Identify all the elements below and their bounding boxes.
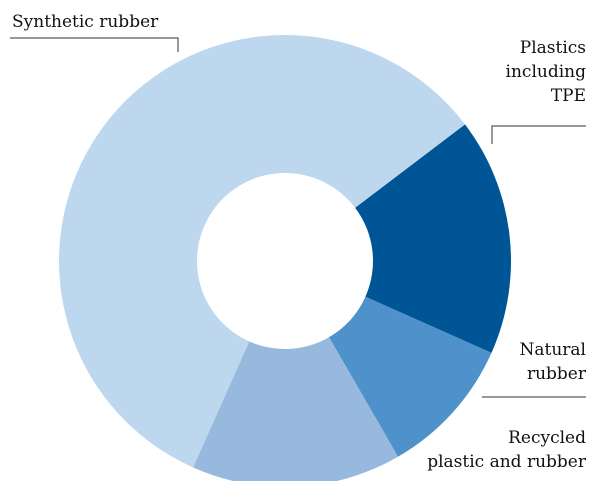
label-line: including <box>505 62 586 82</box>
label-leader-lines <box>10 37 586 398</box>
slice-plastics-including-tpe <box>355 124 511 353</box>
label-line: Recycled <box>508 428 586 448</box>
slice-synthetic-rubber <box>58 34 466 468</box>
label-plastics-including-tpe: Plastics including TPE <box>506 36 586 108</box>
donut-slices <box>58 34 511 481</box>
label-line: plastic and rubber <box>427 452 586 472</box>
leader-synthetic-rubber <box>10 37 179 52</box>
label-recycled-plastic-and-rubber: Recycled plastic and rubber <box>427 426 586 474</box>
label-natural-rubber: Natural rubber <box>520 338 587 386</box>
label-line: TPE <box>550 86 586 106</box>
label-line: rubber <box>526 364 586 384</box>
slice-recycled-plastic-and-rubber <box>193 337 398 481</box>
label-line: Synthetic rubber <box>12 12 159 32</box>
label-synthetic-rubber: Synthetic rubber <box>12 10 158 34</box>
label-line: Natural <box>519 340 587 360</box>
leader-plastics-including-tpe <box>491 125 586 144</box>
slice-natural-rubber <box>329 296 492 457</box>
label-line: Plastics <box>519 38 586 58</box>
